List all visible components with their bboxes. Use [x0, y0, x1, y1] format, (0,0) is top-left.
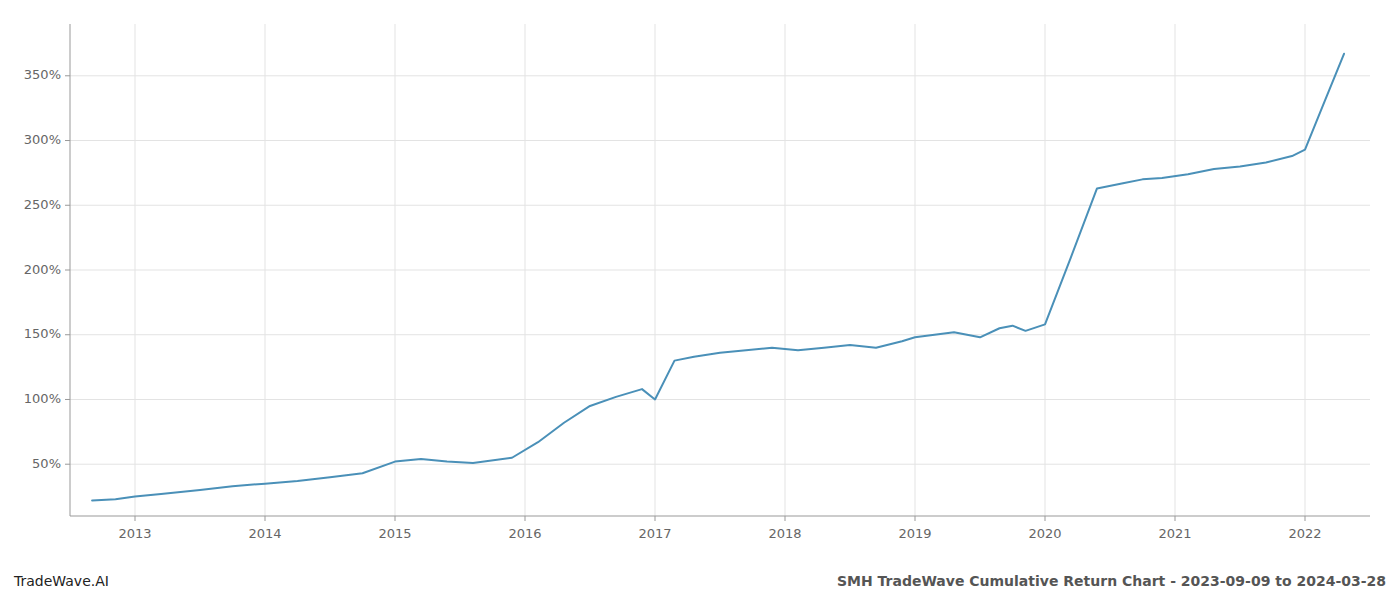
tick-label-y: 300%: [24, 132, 61, 147]
grid-line-x: [1305, 24, 1306, 516]
tick-label-x: 2017: [638, 526, 671, 541]
grid-line-x: [1045, 24, 1046, 516]
tick-label-y: 250%: [24, 197, 61, 212]
tick-y: [65, 75, 70, 76]
tick-label-x: 2022: [1288, 526, 1321, 541]
tick-label-x: 2014: [248, 526, 281, 541]
tick-x: [1305, 516, 1306, 521]
tick-label-y: 350%: [24, 67, 61, 82]
tick-x: [1175, 516, 1176, 521]
tick-label-x: 2020: [1028, 526, 1061, 541]
tick-y: [65, 399, 70, 400]
tick-y: [65, 140, 70, 141]
chart-svg: 50% 100% 150% 200% 250% 300% 350% 2013 2014 2015 2…: [0, 0, 1400, 600]
tick-label-y: 50%: [32, 456, 61, 471]
tick-x: [915, 516, 916, 521]
grid-line-x: [265, 24, 266, 516]
texts: TradeWave.AI SMH TradeWave Cumulative Ret…: [13, 573, 1386, 589]
tick-y: [65, 334, 70, 335]
tick-x: [1045, 516, 1046, 521]
grid-line-x: [525, 24, 526, 516]
tick-y: [65, 464, 70, 465]
tick-label-x: 2018: [768, 526, 801, 541]
axes: 50% 100% 150% 200% 250% 300% 350% 2013 2014 2015 2…: [24, 24, 1370, 541]
grid-line-x: [1175, 24, 1176, 516]
tick-label-y: 200%: [24, 262, 61, 277]
tick-y: [65, 205, 70, 206]
grid-line-x: [395, 24, 396, 516]
data-line: [92, 54, 1344, 501]
axis-line-y: [70, 24, 71, 516]
tick-x: [135, 516, 136, 521]
tick-label-x: 2015: [378, 526, 411, 541]
tick-x: [525, 516, 526, 521]
tick-x: [265, 516, 266, 521]
grid-line-x: [655, 24, 656, 516]
tick-x: [655, 516, 656, 521]
tick-label-y: 100%: [24, 391, 61, 406]
grid-line-x: [785, 24, 786, 516]
tick-x: [395, 516, 396, 521]
grid-line-x: [915, 24, 916, 516]
plot-area: [92, 54, 1344, 501]
watermark: TradeWave.AI: [13, 573, 109, 589]
tick-label-x: 2019: [898, 526, 931, 541]
tick-label-x: 2021: [1158, 526, 1191, 541]
grid: [70, 24, 1370, 516]
chart-container: 50% 100% 150% 200% 250% 300% 350% 2013 2014 2015 2…: [0, 0, 1400, 600]
title: SMH TradeWave Cumulative Return Chart - …: [837, 573, 1386, 589]
tick-label-x: 2013: [118, 526, 151, 541]
tick-x: [785, 516, 786, 521]
axis-line-x: [70, 516, 1370, 517]
tick-label-x: 2016: [508, 526, 541, 541]
tick-y: [65, 270, 70, 271]
tick-label-y: 150%: [24, 326, 61, 341]
grid-line-x: [135, 24, 136, 516]
